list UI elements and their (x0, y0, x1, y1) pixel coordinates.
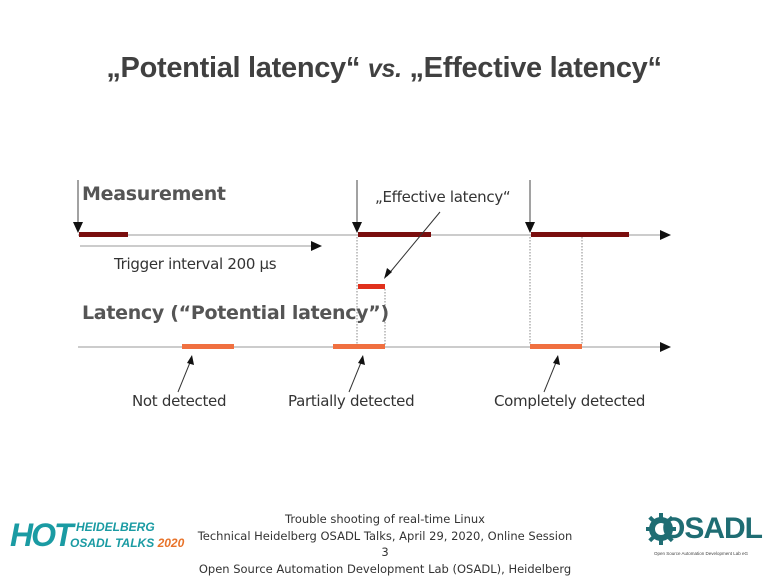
trigger-marker-1-head (73, 222, 83, 233)
osadl-logo-subtitle: Open Source Automation Development Lab e… (654, 551, 748, 556)
latency-axis-arrowhead (660, 342, 671, 352)
not-detected-pointer-head (187, 355, 194, 365)
latency-label: Latency (“Potential latency”) (82, 302, 389, 324)
partially-detected-label: Partially detected (288, 392, 414, 410)
hot-logo: HOT HEIDELBERG OSADL TALKS 2020 (10, 517, 180, 557)
footer-line-1: Trouble shooting of real-time Linux (195, 511, 575, 528)
measurement-axis-arrowhead (660, 230, 671, 240)
completely-detected-pointer-head (553, 355, 560, 365)
latency-bar-partially-detected (333, 344, 385, 349)
hot-logo-talks: OSADL TALKS (70, 536, 154, 550)
hot-logo-osadl-talks: OSADL TALKS 2020 (70, 536, 184, 550)
osadl-logo-text: OSADL (662, 512, 762, 546)
latency-bar-completely-detected (530, 344, 582, 349)
footer-line-3: Open Source Automation Development Lab (… (195, 561, 575, 577)
measurement-bar-3 (531, 232, 629, 237)
trigger-interval-label: Trigger interval 200 µs (114, 255, 276, 273)
completely-detected-pointer (544, 360, 557, 392)
hot-logo-text: HOT (10, 517, 72, 554)
partially-detected-pointer-head (358, 355, 365, 365)
footer: Trouble shooting of real-time Linux Tech… (195, 511, 575, 577)
partially-detected-pointer (349, 360, 362, 392)
completely-detected-label: Completely detected (494, 392, 645, 410)
latency-bar-not-detected (182, 344, 234, 349)
trigger-marker-2-head (352, 222, 362, 233)
effective-latency-pointer (387, 212, 440, 276)
trigger-interval-arrowhead (311, 241, 322, 251)
footer-line-2: Technical Heidelberg OSADL Talks, April … (195, 528, 575, 561)
hot-logo-year: 2020 (158, 536, 185, 550)
measurement-bar-1 (79, 232, 128, 237)
osadl-logo: OSADL Open Source Automation Development… (640, 510, 760, 560)
not-detected-label: Not detected (132, 392, 226, 410)
measurement-label: Measurement (82, 183, 226, 205)
effective-latency-pointer-head (384, 268, 392, 279)
trigger-marker-3-head (525, 222, 535, 233)
hot-logo-heidelberg: HEIDELBERG (76, 520, 155, 534)
not-detected-pointer (178, 360, 191, 392)
effective-latency-label: „Effective latency“ (375, 188, 510, 206)
effective-latency-bar (358, 284, 385, 289)
